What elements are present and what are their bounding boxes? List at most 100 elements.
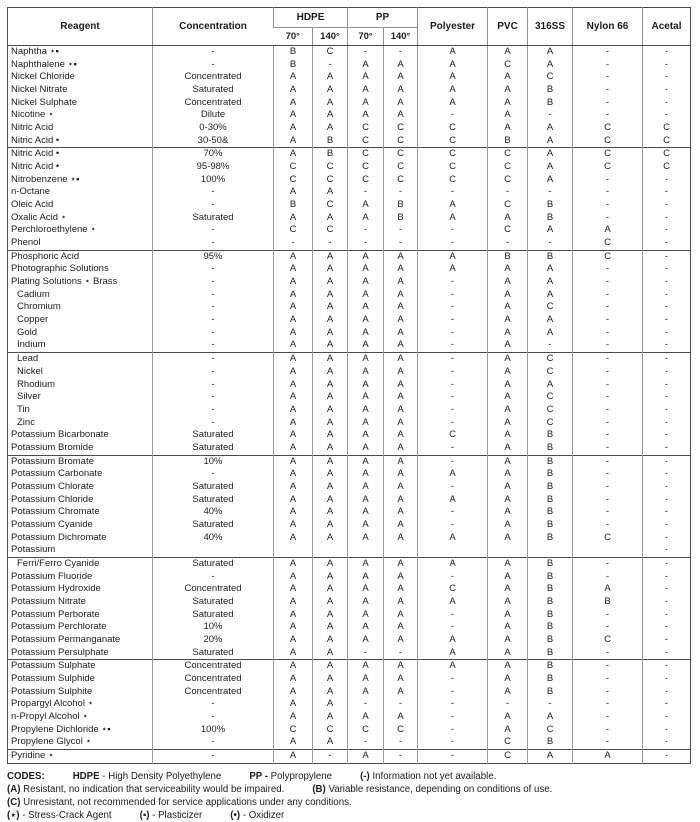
rating-cell: A <box>311 685 348 699</box>
reagent-cell: Potassium Sulphite <box>11 685 93 697</box>
rating-cell: A <box>527 173 573 187</box>
reagent-cell: Nickel Sulphate <box>11 96 78 108</box>
reagent-cell: Potassium Bromide <box>11 441 94 453</box>
rating-cell: - <box>642 403 691 417</box>
rating-cell: A <box>527 263 573 277</box>
col-header-concentration: Concentration <box>152 7 274 46</box>
rating-cell: A <box>273 748 313 764</box>
rating-cell: - <box>417 685 488 699</box>
rating-cell: A <box>273 378 313 392</box>
col-header-hdpe-70: 70° <box>273 27 313 46</box>
concentration-cell: - <box>152 352 274 366</box>
rating-cell: A <box>487 595 528 609</box>
reagent-cell: Naphthalene ⋆▪ <box>11 58 77 70</box>
col-header-pp: PP <box>347 7 418 28</box>
rating-cell: C <box>527 416 573 430</box>
concentration-cell: - <box>152 224 274 238</box>
reagent-cell: Potassium Chromate <box>11 506 100 518</box>
rating-cell: B <box>527 429 573 442</box>
rating-cell: - <box>383 45 418 59</box>
rating-cell: A <box>487 685 528 699</box>
rating-cell: A <box>487 365 528 379</box>
footer-segment: (-) Information not yet available. <box>360 770 497 782</box>
rating-cell: - <box>347 45 384 59</box>
rating-cell: A <box>311 570 348 584</box>
rating-cell: B <box>527 493 573 507</box>
rating-cell: A <box>417 659 488 673</box>
rating-cell <box>572 544 643 558</box>
rating-cell: C <box>572 122 643 135</box>
rating-cell: - <box>572 199 643 212</box>
rating-cell <box>347 544 384 558</box>
rating-cell: A <box>311 71 348 85</box>
table-row: Plating Solutions ⋆ Brass - A A A A - A A - - <box>8 276 691 289</box>
rating-cell: A <box>347 71 384 85</box>
reagent-cell: Propylene Dichloride ⋆▪ <box>11 723 111 735</box>
rating-cell: - <box>642 365 691 379</box>
rating-cell: A <box>311 339 348 353</box>
rating-cell: C <box>527 352 573 366</box>
rating-cell: A <box>273 416 313 430</box>
reagent-cell: Oxalic Acid ⋆ <box>11 211 67 223</box>
concentration-cell: 20% <box>152 633 274 647</box>
rating-cell: B <box>527 621 573 634</box>
rating-cell: - <box>572 288 643 302</box>
rating-cell: A <box>273 454 313 469</box>
rating-cell: - <box>572 352 643 366</box>
rating-cell: A <box>347 416 384 430</box>
rating-cell: A <box>273 276 313 289</box>
rating-cell: A <box>527 288 573 302</box>
rating-cell: A <box>311 314 348 327</box>
rating-cell: - <box>347 646 384 660</box>
reagent-cell: Nitric Acid • <box>11 161 60 173</box>
rating-cell: - <box>417 698 488 711</box>
rating-cell: A <box>273 556 313 571</box>
rating-cell: - <box>642 468 691 481</box>
reagent-cell: Potassium Hydroxide <box>11 583 101 595</box>
rating-cell: A <box>311 659 348 673</box>
codes-footer: CODES: HDPE - High Density Polyethylene PP… <box>7 770 697 822</box>
concentration-cell: - <box>152 403 274 417</box>
rating-cell: C <box>273 224 313 238</box>
rating-cell: A <box>417 556 488 571</box>
table-row: n-Octane - A A - - - - - - - <box>8 186 691 200</box>
table-row: Potassium Persulphate Saturated A A - - A A B - - <box>8 646 691 660</box>
rating-cell: A <box>487 633 528 647</box>
rating-cell: A <box>311 403 348 417</box>
rating-cell: A <box>487 301 528 315</box>
rating-cell: A <box>273 480 313 494</box>
rating-cell: A <box>383 685 418 699</box>
rating-cell: - <box>642 173 691 187</box>
concentration-cell: 100% <box>152 173 274 187</box>
rating-cell: - <box>572 480 643 494</box>
rating-cell: - <box>417 736 488 750</box>
rating-cell: A <box>273 249 313 264</box>
rating-cell: A <box>273 493 313 507</box>
table-row: Tin - A A A A - A C - - <box>8 403 691 417</box>
rating-cell: C <box>417 134 488 148</box>
resistance-table: Reagent Concentration HDPE PP Polyester … <box>7 7 692 764</box>
table-row: n-Propyl Alcohol ⋆ - A A A A - A A - - <box>8 710 691 724</box>
rating-cell: A <box>487 556 528 571</box>
rating-cell: A <box>383 710 418 724</box>
rating-cell: B <box>527 531 573 545</box>
rating-cell: B <box>527 583 573 596</box>
rating-cell: - <box>642 45 691 59</box>
rating-cell: A <box>273 621 313 634</box>
rating-cell: A <box>383 672 418 686</box>
rating-cell: A <box>273 506 313 519</box>
reagent-cell: Potassium Carbonate <box>11 468 103 480</box>
concentration-cell: Saturated <box>152 595 274 609</box>
rating-cell: C <box>311 45 348 59</box>
rating-cell: - <box>642 710 691 724</box>
rating-cell: - <box>572 71 643 85</box>
table-row: Potassium Dichromate 40% A A A A A A B C - <box>8 531 691 545</box>
rating-cell: A <box>347 659 384 673</box>
rating-cell <box>311 544 348 558</box>
rating-cell: B <box>527 608 573 622</box>
rating-cell: A <box>347 58 384 72</box>
rating-cell: C <box>417 173 488 187</box>
rating-cell: A <box>487 659 528 673</box>
rating-cell: A <box>487 621 528 634</box>
rating-cell: A <box>311 263 348 277</box>
